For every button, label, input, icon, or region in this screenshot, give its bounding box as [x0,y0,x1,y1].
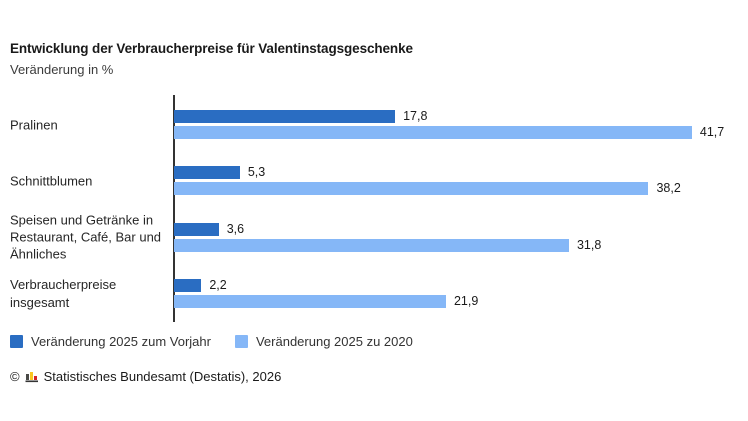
bar-value-label: 2,2 [209,277,227,292]
bar-dark [174,278,202,292]
legend-item-2025-vorjahr: Veränderung 2025 zum Vorjahr [10,334,211,349]
bar-value-label: 31,8 [576,237,602,252]
category-label: Pralinen [10,116,58,132]
destatis-bar-chart-icon [25,370,39,384]
bar-value-label: 5,3 [247,165,266,180]
legend-label: Veränderung 2025 zum Vorjahr [31,334,211,349]
chart-subtitle: Veränderung in % [10,62,114,77]
bar-dark [174,222,219,236]
category-label: Verbraucherpreise insgesamt [10,277,117,310]
bar-value-label: 41,7 [699,125,725,139]
bar-value-label: 17,8 [403,109,428,123]
chart-title: Entwicklung der Verbraucherpreise für Va… [10,41,413,56]
bar-dark [174,166,240,180]
legend-swatch-light-blue [234,335,248,348]
legend: Veränderung 2025 zum Vorjahr Veränderung… [10,334,413,349]
category-label: Speisen und Getränke in Restaurant, Café… [10,212,162,262]
legend-item-2025-zu-2020: Veränderung 2025 zu 2020 [234,334,413,349]
bar-light [174,182,649,196]
bar-light [174,294,446,308]
category-label: Schnittblumen [10,173,93,189]
bar-light [174,126,692,139]
source-text: Statistisches Bundesamt (Destatis), 2026 [43,369,282,384]
y-axis-line [173,95,175,322]
bar-value-label: 21,9 [453,293,479,308]
copyright-symbol: © [10,369,20,384]
bar-value-label: 38,2 [656,181,681,196]
bar-light [174,238,569,252]
bar-value-label: 3,6 [226,221,245,236]
legend-label: Veränderung 2025 zu 2020 [255,334,413,349]
source-line: © Statistisches Bundesamt (Destatis), 20… [10,369,281,384]
legend-swatch-dark-blue [10,335,23,348]
bar-dark [174,110,396,123]
